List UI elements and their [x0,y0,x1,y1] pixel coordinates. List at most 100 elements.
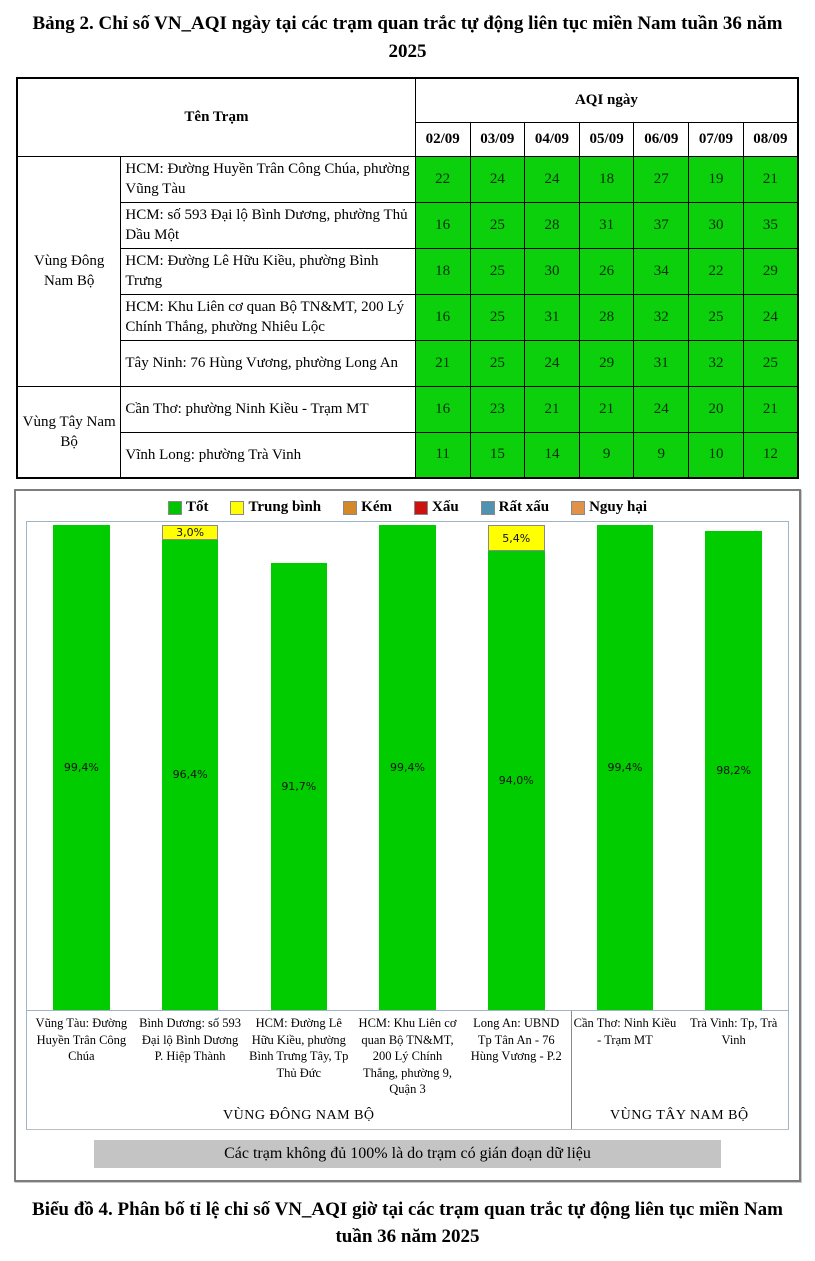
aqi-value-cell: 24 [469,155,526,203]
bar-slot: 99,4% [27,522,136,1011]
aqi-value-cell: 10 [688,431,744,479]
bar-slot: 3,0% 96,4% [136,522,245,1011]
aqi-chart: Tốt Trung bình Kém Xấu Rất xấu Nguy hại 99,4%… [14,489,801,1182]
table-row: Vĩnh Long: phường Trà Vinh 11 15 14 9 9 10 12 [17,431,799,479]
bar-segment-value: 99,4% [607,761,643,775]
table-row: Tây Ninh: 76 Hùng Vương, phường Long An 2… [17,339,799,387]
bar-slot: 91,7% [244,522,353,1011]
chart-x-labels: Vũng Tàu: Đường Huyền Trân Công Chúa Bình… [27,1011,788,1100]
bar-segment-value: 5,4% [502,531,531,545]
stacked-bar: 99,4% [596,522,654,1011]
legend-swatch-icon [167,500,182,515]
aqi-value-cell: 25 [469,339,526,387]
date-header: 02/09 [414,121,471,157]
aqi-value-cell: 30 [688,201,744,249]
chart-note: Các trạm không đủ 100% là do trạm có giá… [94,1139,721,1168]
bar-slot: 98,2% [679,522,788,1011]
aqi-value-cell: 23 [469,385,526,433]
station-name-cell: Vĩnh Long: phường Trà Vinh [120,431,416,479]
aqi-value-cell: 28 [578,293,635,341]
legend-swatch-icon [230,500,245,515]
station-column-header: Tên Trạm [16,77,416,157]
date-header: 08/09 [742,121,799,157]
region-cell: Vùng Tây Nam Bộ [16,385,122,479]
bar-segment-tot: 91,7% [270,562,328,1011]
region-group-label: VÙNG TÂY NAM BỘ [610,1107,749,1123]
x-axis-label: HCM: Khu Liên cơ quan Bộ TN&MT, 200 Lý C… [358,1016,457,1097]
legend-label: Xấu [431,499,459,516]
chart-axis-area: Vũng Tàu: Đường Huyền Trân Công Chúa Bình… [26,1011,789,1130]
aqi-days-header: AQI ngày [414,77,799,123]
legend-item: Kém [343,499,392,516]
aqi-table-body: Vùng Đông Nam Bộ HCM: Đường Huyền Trân Cô… [16,155,799,479]
legend-swatch-icon [480,500,495,515]
stacked-bar: 5,4% 94,0% [487,522,545,1011]
table-row: HCM: Khu Liên cơ quan Bộ TN&MT, 200 Lý C… [17,293,799,341]
aqi-value-cell: 31 [524,293,580,341]
aqi-value-cell: 12 [742,431,799,479]
aqi-value-cell: 35 [742,201,799,249]
x-axis-label: Trà Vinh: Tp, Trà Vinh [690,1016,778,1047]
aqi-value-cell: 21 [742,155,799,203]
aqi-value-cell: 26 [578,247,635,295]
stacked-bar: 98,2% [705,522,762,1011]
date-header: 06/09 [633,121,690,157]
bar-segment-value: 94,0% [498,774,534,788]
aqi-value-cell: 9 [578,431,635,479]
legend-item: Tốt [167,499,209,516]
aqi-value-cell: 25 [469,201,526,249]
bar-segment-tot: 94,0% [487,551,545,1011]
aqi-value-cell: 34 [633,247,690,295]
legend-swatch-icon [571,500,586,515]
stacked-bar: 3,0% 96,4% [161,522,219,1011]
station-name-cell: HCM: Khu Liên cơ quan Bộ TN&MT, 200 Lý C… [120,293,416,341]
legend-item: Nguy hại [571,499,647,516]
region-cell: Vùng Đông Nam Bộ [16,155,122,387]
aqi-value-cell: 15 [469,431,526,479]
aqi-value-cell: 9 [633,431,690,479]
legend-label: Tốt [185,499,209,516]
legend-swatch-icon [343,500,358,515]
aqi-table: Tên Trạm AQI ngày 02/09 03/09 04/09 05/09 06… [16,77,799,480]
legend-item: Trung bình [230,499,321,516]
station-name-cell: HCM: Đường Huyền Trân Công Chúa, phường … [120,155,416,203]
chart-region-groups: VÙNG ĐÔNG NAM BỘ VÙNG TÂY NAM BỘ [27,1100,788,1129]
stacked-bar: 99,4% [53,522,110,1011]
table-row: HCM: Đường Lê Hữu Kiều, phường Bình Trưn… [17,247,799,295]
chart-legend: Tốt Trung bình Kém Xấu Rất xấu Nguy hại [24,495,791,521]
aqi-value-cell: 25 [742,339,799,387]
legend-label: Trung bình [248,499,322,516]
aqi-value-cell: 24 [524,155,580,203]
station-name-cell: HCM: số 593 Đại lộ Bình Dương, phường Th… [120,201,416,249]
bar-segment-tot: 99,4% [596,525,654,1011]
aqi-value-cell: 21 [414,339,471,387]
aqi-value-cell: 32 [633,293,690,341]
region-group-divider [570,1011,572,1129]
region-group-label: VÙNG ĐÔNG NAM BỘ [223,1107,375,1123]
legend-label: Kém [361,499,392,516]
aqi-value-cell: 21 [742,385,799,433]
station-name-cell: Cần Thơ: phường Ninh Kiều - Trạm MT [120,385,416,433]
aqi-value-cell: 24 [742,293,799,341]
bar-segment-value: 3,0% [176,525,205,539]
table-row: Vùng Đông Nam Bộ HCM: Đường Huyền Trân Cô… [16,155,799,387]
aqi-value-cell: 29 [578,339,635,387]
aqi-value-cell: 30 [524,247,580,295]
x-axis-label: HCM: Đường Lê Hữu Kiều, phường Bình Trưn… [249,1016,349,1080]
station-name-cell: Tây Ninh: 76 Hùng Vương, phường Long An [120,339,416,387]
bar-segment-value: 99,4% [63,761,99,775]
aqi-value-cell: 21 [524,385,580,433]
legend-swatch-icon [413,500,428,515]
aqi-value-cell: 31 [633,339,690,387]
aqi-value-cell: 14 [524,431,580,479]
bar-segment-value: 96,4% [172,768,208,782]
aqi-value-cell: 19 [688,155,744,203]
bar-segment-value: 98,2% [716,763,752,777]
aqi-value-cell: 16 [414,201,471,249]
aqi-value-cell: 22 [688,247,744,295]
station-name-cell: HCM: Đường Lê Hữu Kiều, phường Bình Trưn… [120,247,416,295]
aqi-value-cell: 37 [633,201,690,249]
date-header: 07/09 [688,121,744,157]
bar-slot: 5,4% 94,0% [462,522,571,1011]
aqi-value-cell: 25 [469,293,526,341]
